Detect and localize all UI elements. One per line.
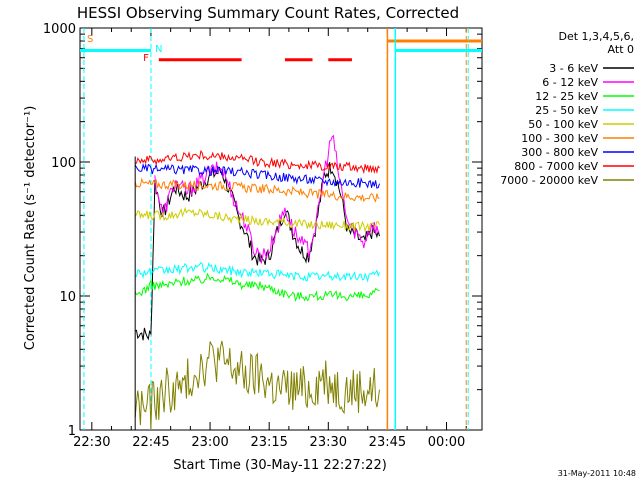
legend-entry-label: 100 - 300 keV <box>521 132 598 145</box>
series-line <box>134 261 380 283</box>
y-tick-label: 100 <box>51 156 76 171</box>
x-tick-label: 22:30 <box>73 435 110 450</box>
x-tick-label: 23:15 <box>250 435 287 450</box>
series-line <box>134 272 380 302</box>
series-line <box>134 340 380 430</box>
series-line <box>154 134 380 264</box>
series-line <box>134 206 380 233</box>
legend-header: Det 1,3,4,5,6, <box>558 30 634 43</box>
x-axis-label: Start Time (30-May-11 22:27:22) <box>173 458 387 473</box>
y-tick-label: 1000 <box>43 22 76 37</box>
legend-entry-label: 50 - 100 keV <box>528 118 598 131</box>
legend: Det 1,3,4,5,6, Att 0 3 - 6 keV 6 - 12 keV 12… <box>470 28 638 222</box>
y-tick-label: 10 <box>59 290 76 305</box>
y-tick-label: 1 <box>68 424 76 439</box>
legend-entry-label: 6 - 12 keV <box>542 76 598 89</box>
x-tick-label: 23:30 <box>310 435 347 450</box>
marker-label: N <box>155 44 162 55</box>
x-tick-label: 23:00 <box>191 435 228 450</box>
series-line <box>134 177 380 203</box>
legend-entry-label: 25 - 50 keV <box>535 104 598 117</box>
legend-entry-label: 800 - 7000 keV <box>514 160 598 173</box>
timestamp: 31-May-2011 10:48 <box>558 469 636 478</box>
x-tick-label: 22:45 <box>132 435 169 450</box>
marker-label: F <box>143 53 149 64</box>
series-line <box>135 149 380 175</box>
x-tick-label: 00:00 <box>428 435 465 450</box>
legend-entry-label: 12 - 25 keV <box>535 90 598 103</box>
legend-subheader: Att 0 <box>608 43 634 56</box>
marker-label: S <box>87 34 93 45</box>
chart-title: HESSI Observing Summary Count Rates, Cor… <box>77 4 459 22</box>
y-axis-label: Corrected Count Rate (s⁻¹ detector⁻¹) <box>23 106 38 351</box>
plot-area: 1 10 100 1000 22:30 22:45 23:00 23:15 23:30 23:45… <box>43 22 483 450</box>
legend-entry-label: 300 - 800 keV <box>521 146 598 159</box>
legend-entry-label: 7000 - 20000 keV <box>500 174 598 187</box>
series-line <box>134 162 380 189</box>
series-line <box>134 162 380 341</box>
plot-frame <box>79 27 483 431</box>
legend-entry-label: 3 - 6 keV <box>549 62 598 75</box>
x-tick-label: 23:45 <box>369 435 406 450</box>
